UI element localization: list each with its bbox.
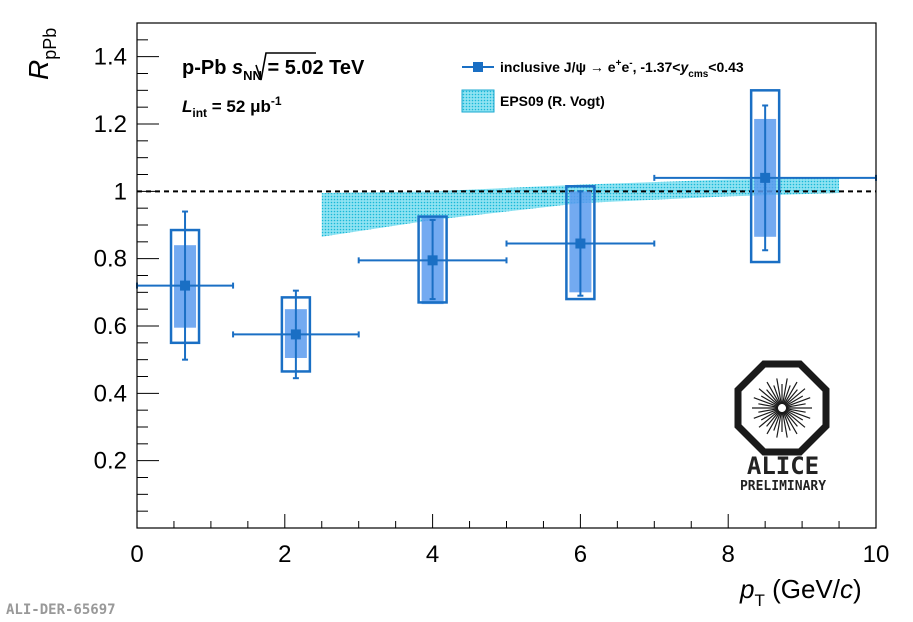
legend-jpsi-sub: cms: [688, 69, 708, 80]
y-tick-label: 1: [114, 178, 127, 205]
system-sub: NN: [243, 68, 262, 83]
x-axis-label-sub: T: [754, 591, 764, 610]
alice-logo-ray: [785, 397, 811, 408]
eps09-band-layer: [321, 177, 840, 237]
system-suffix: = 5.02 TeV: [262, 57, 365, 79]
x-axis-label-main: p: [739, 574, 754, 604]
lumi-text: = 52 μb: [207, 97, 271, 116]
legend-jpsi-mid2: , -1.37<: [633, 59, 681, 75]
x-tick-label: 4: [426, 541, 439, 568]
alice-logo-ray: [766, 381, 781, 405]
data-points-layer: [136, 89, 877, 380]
y-tick-label: 1.2: [94, 111, 127, 138]
alice-logo-ray: [758, 408, 779, 413]
system-annotation: p-Pb sNN = 5.02 TeV: [182, 57, 365, 83]
alice-logo-ray: [760, 409, 779, 421]
alice-logo-ray: [785, 409, 804, 421]
y-axis-label-sub: pPb: [40, 28, 60, 60]
legend-jpsi-post: <0.43: [708, 59, 744, 75]
alice-logo-ray: [782, 411, 791, 431]
alice-logo-name: ALICE: [747, 452, 819, 480]
alice-logo-ray: [784, 410, 798, 427]
alice-logo-ray: [784, 388, 806, 406]
alice-logo-ray: [773, 411, 782, 431]
x-axis-label-unit-post: ): [853, 574, 862, 604]
lumi-sub: int: [192, 106, 207, 120]
alice-logo-ray: [758, 403, 779, 408]
legend: inclusive J/ψ → e+e-, -1.37<ycms<0.43 EP…: [461, 58, 744, 113]
legend-entry-eps09: EPS09 (R. Vogt): [500, 93, 605, 109]
alice-logo-ray: [782, 378, 788, 405]
system-prefix: p-Pb: [182, 57, 232, 79]
legend-marker-square: [473, 62, 483, 72]
lumi-var: L: [182, 97, 192, 116]
alice-logo-ray: [784, 389, 798, 406]
alice-logo-ray: [758, 388, 780, 406]
x-tick-label: 2: [278, 541, 291, 568]
alice-logo-ray: [766, 389, 780, 406]
data-point-marker: [575, 238, 586, 249]
y-tick-label: 0.4: [94, 380, 127, 407]
alice-logo-ray: [776, 378, 782, 405]
alice-logo-ray: [760, 395, 779, 407]
x-tick-label: 0: [130, 541, 143, 568]
axes-layer: 0.2 0.4 0.6 0.8 1 1.2 1.4 0 2 4 6 8 10: [94, 22, 890, 568]
figure-id: ALI-DER-65697: [6, 602, 116, 618]
alice-logo-ray: [785, 408, 806, 413]
legend-jpsi-var: y: [679, 59, 689, 75]
x-tick-label: 10: [863, 541, 890, 568]
data-point-marker: [290, 329, 301, 340]
alice-logo-ray: [753, 408, 779, 419]
alice-logo-octagon: [734, 360, 830, 456]
x-axis-label: pT (GeV/c): [739, 574, 862, 610]
alice-logo-ray: [766, 411, 781, 435]
y-axis-label: RpPb: [23, 28, 60, 80]
alice-logo-ray: [783, 411, 798, 435]
luminosity-annotation: Lint = 52 μb-1: [182, 94, 282, 120]
legend-entry-jpsi: inclusive J/ψ → e+e-, -1.37<ycms<0.43: [500, 58, 744, 80]
eps09-band: [321, 177, 840, 237]
alice-logo-ray: [753, 397, 779, 408]
legend-jpsi-mid: e: [621, 59, 629, 75]
alice-logo-ray: [784, 410, 806, 428]
x-tick-label: 8: [722, 541, 735, 568]
data-point-marker: [180, 280, 191, 291]
legend-band-swatch: [461, 89, 495, 113]
systematic-box: [749, 89, 781, 264]
y-tick-label: 0.2: [94, 448, 127, 475]
system-var: s: [232, 57, 243, 79]
lumi-sup: -1: [271, 94, 282, 108]
alice-logo-ray: [782, 385, 791, 405]
x-axis-label-unit-var: c: [840, 574, 853, 604]
alice-logo-ray: [773, 385, 782, 405]
y-tick-label: 1.4: [94, 44, 127, 71]
alice-logo-rays: [752, 378, 812, 438]
alice-logo-ray: [776, 411, 782, 438]
data-point-marker: [760, 172, 771, 183]
x-tick-label: 6: [574, 541, 587, 568]
alice-logo-ray: [785, 403, 806, 408]
alice-logo-ray: [758, 410, 780, 428]
x-axis-label-unit-pre: (GeV/: [765, 574, 841, 604]
alice-logo-ray: [785, 395, 804, 407]
legend-jpsi-sup1: +: [616, 58, 622, 69]
alice-logo-ray: [783, 381, 798, 405]
y-tick-label: 0.8: [94, 246, 127, 273]
legend-jpsi-sup2: -: [629, 58, 632, 69]
y-tick-label: 0.6: [94, 313, 127, 340]
sqrt-sign: [255, 52, 316, 81]
data-point-marker: [427, 255, 438, 266]
alice-logo-subtitle: PRELIMINARY: [740, 479, 826, 494]
legend-jpsi-pre: inclusive J/ψ → e: [500, 59, 616, 75]
alice-logo-ray: [782, 411, 788, 438]
alice-logo: ALICE PRELIMINARY: [734, 360, 830, 494]
y-axis-label-main: R: [23, 60, 54, 80]
alice-logo-ray: [766, 410, 780, 427]
alice-logo-ray: [785, 408, 811, 419]
